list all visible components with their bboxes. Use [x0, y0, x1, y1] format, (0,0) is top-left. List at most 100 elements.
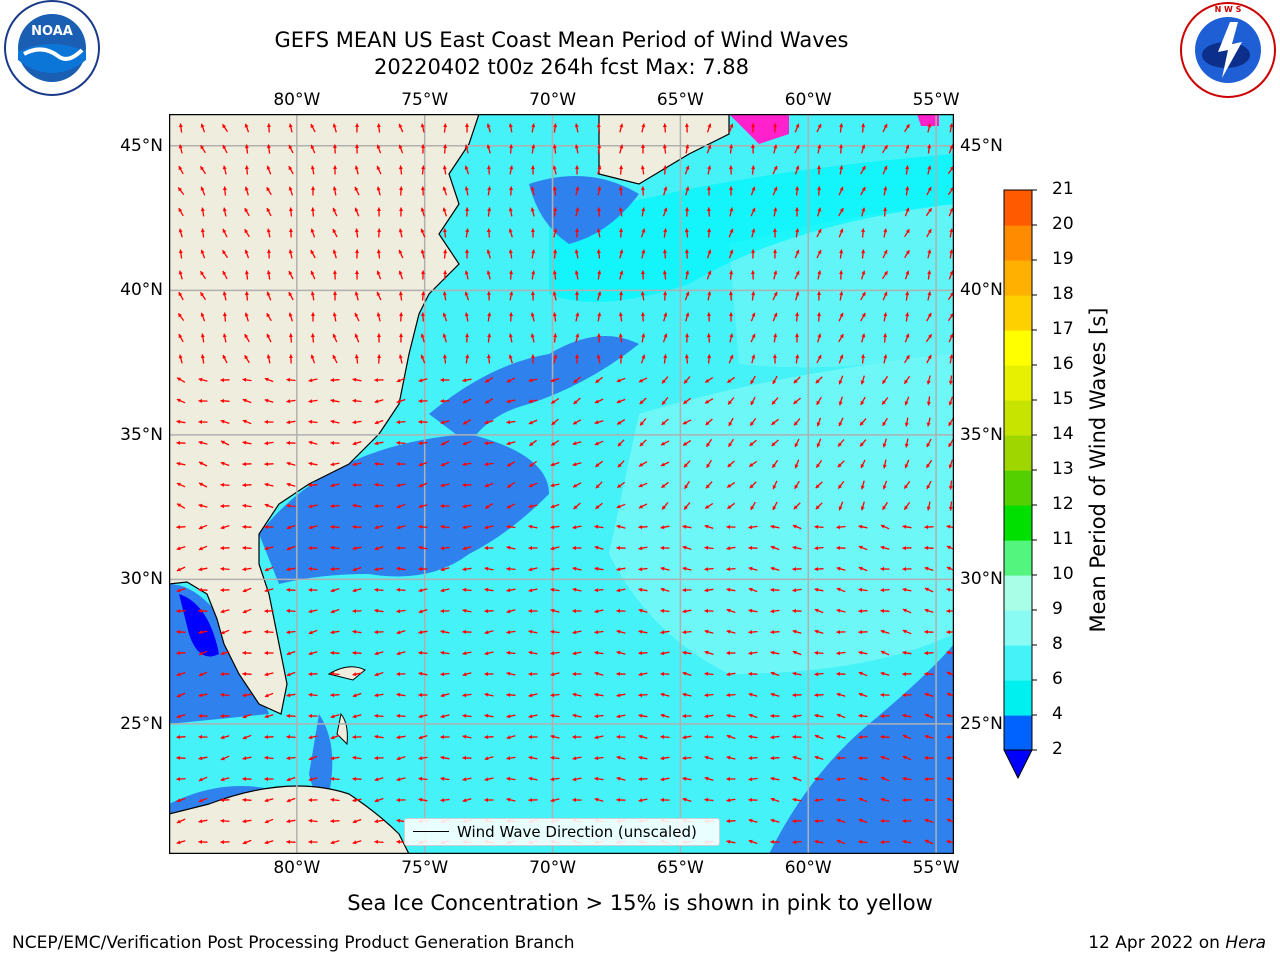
wind-arrow: [308, 461, 318, 466]
wind-arrow: [264, 735, 274, 740]
wind-arrow: [706, 144, 712, 154]
wind-arrow: [332, 123, 337, 133]
wind-arrow: [552, 312, 557, 322]
wind-arrow: [794, 459, 800, 469]
wind-arrow: [374, 819, 384, 824]
wind-arrow: [506, 630, 516, 635]
wind-arrow: [858, 776, 868, 781]
wind-arrow: [660, 630, 670, 635]
wind-arrow: [882, 480, 888, 490]
wind-arrow: [222, 270, 228, 280]
colorbar-tick-label: 14: [1052, 424, 1074, 444]
wind-arrow: [264, 629, 274, 634]
wind-arrow: [286, 482, 296, 487]
wind-arrow: [572, 608, 582, 614]
wind-arrow: [198, 839, 208, 844]
wind-arrow: [948, 144, 954, 154]
wind-arrow: [242, 650, 252, 655]
wind-arrow: [751, 123, 756, 133]
wind-arrow: [880, 840, 890, 845]
wind-arrow: [640, 270, 645, 280]
wind-arrow: [684, 228, 689, 238]
colorbar-tick-label: 2: [1052, 739, 1063, 759]
wind-arrow: [596, 354, 601, 364]
wind-arrow: [706, 312, 711, 322]
wind-arrow: [792, 714, 802, 719]
wind-arrow: [462, 398, 472, 404]
wind-arrow: [902, 819, 912, 824]
wind-arrow: [529, 460, 537, 468]
wind-arrow: [949, 228, 954, 238]
wind-arrow: [640, 186, 645, 196]
wind-arrow: [638, 461, 648, 467]
wind-arrow: [904, 228, 910, 238]
wind-arrow: [748, 525, 758, 530]
wind-arrow: [616, 419, 626, 425]
gulf-stream-region: [259, 434, 549, 584]
wind-arrow: [927, 291, 932, 301]
wind-arrow: [882, 291, 888, 301]
wind-arrow: [506, 797, 516, 802]
wind-arrow: [748, 777, 758, 782]
wind-arrow: [660, 545, 670, 550]
wind-arrow: [880, 776, 890, 782]
wind-arrow: [266, 186, 272, 196]
wind-arrow: [704, 797, 714, 802]
wind-arrow: [418, 671, 428, 676]
wind-arrow: [330, 524, 340, 529]
wind-arrow: [288, 186, 294, 196]
wind-arrow: [374, 504, 384, 509]
wind-arrow: [420, 207, 425, 217]
wind-arrow: [374, 797, 384, 803]
wind-arrow: [506, 735, 516, 740]
wind-arrow: [858, 713, 868, 718]
wind-arrow: [264, 755, 274, 760]
wind-arrow: [509, 270, 514, 280]
wind-arrow: [220, 504, 230, 509]
wind-arrow: [352, 462, 362, 467]
wind-arrow: [639, 418, 647, 426]
wind-arrow: [641, 249, 646, 259]
wind-arrow: [817, 291, 822, 301]
wind-arrow: [596, 207, 601, 217]
wind-arrow: [374, 651, 384, 656]
wind-arrow: [948, 375, 953, 385]
wind-arrow: [484, 503, 494, 509]
wind-arrow: [176, 461, 186, 466]
wind-arrow: [704, 714, 714, 719]
wind-arrow: [330, 756, 340, 761]
wind-arrow: [707, 165, 712, 175]
wind-arrow: [330, 797, 340, 802]
wind-arrow: [308, 399, 318, 404]
wind-arrow: [948, 501, 953, 511]
wind-arrow: [574, 270, 579, 280]
wind-arrow: [663, 228, 668, 238]
wind-arrow: [880, 671, 890, 676]
colorbar-tick-label: 9: [1052, 599, 1063, 619]
wind-arrow: [332, 249, 337, 259]
wind-arrow: [663, 354, 668, 364]
wind-arrow: [836, 797, 846, 802]
colorbar-segment: [1004, 365, 1032, 401]
wind-arrow: [286, 797, 296, 803]
wind-arrow: [595, 460, 603, 468]
wind-arrow: [574, 165, 580, 175]
lat-label-left: 45°N: [120, 135, 163, 156]
colorbar-tick-label: 6: [1052, 669, 1063, 689]
wind-arrow: [881, 501, 889, 511]
wind-arrow: [572, 692, 582, 697]
wind-arrow: [817, 207, 822, 217]
wind-arrow: [705, 418, 713, 426]
wind-arrow: [420, 312, 425, 322]
wind-arrow: [881, 270, 889, 280]
wind-arrow: [464, 165, 470, 175]
wind-arrow: [220, 840, 230, 845]
wind-arrow: [682, 630, 692, 635]
wind-arrow: [244, 291, 249, 301]
wind-arrow: [264, 776, 274, 782]
wind-arrow: [814, 608, 824, 614]
wind-arrow: [528, 650, 538, 655]
wind-arrow: [198, 482, 208, 488]
wind-arrow: [662, 144, 667, 154]
wind-arrow: [288, 207, 293, 217]
